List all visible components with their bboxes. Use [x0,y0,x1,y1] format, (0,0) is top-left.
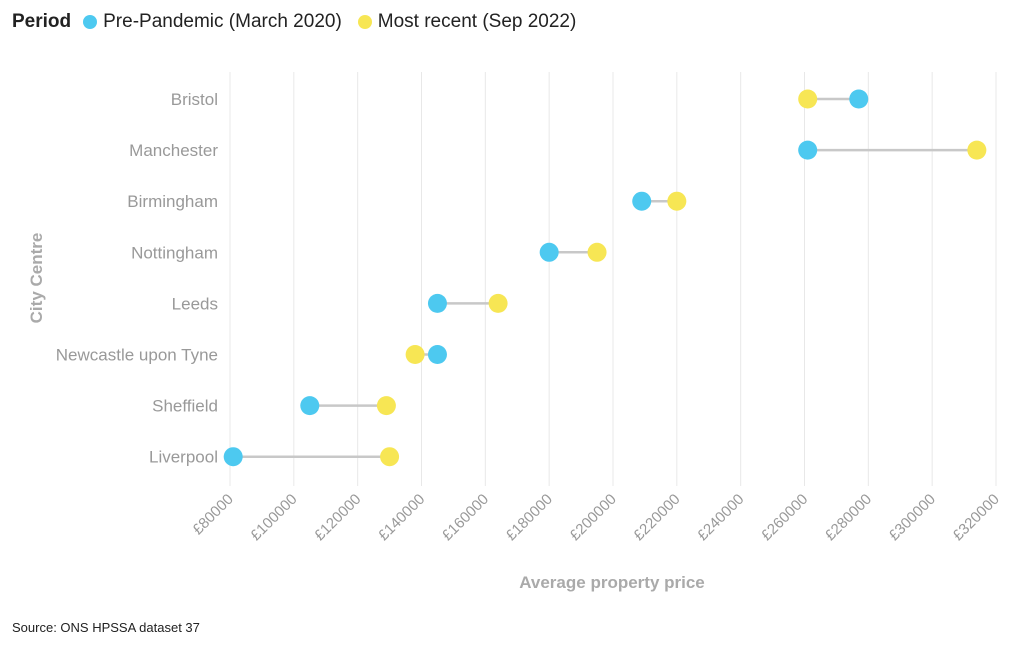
legend-label-pre-pandemic: Pre-Pandemic (March 2020) [103,11,342,32]
x-tick-label-220000: £220000 [630,491,683,544]
point-pre-pandemic-sheffield[interactable] [300,396,320,416]
x-tick-label-280000: £280000 [822,491,875,544]
y-tick-label-newcastle-upon-tyne: Newcastle upon Tyne [56,346,218,365]
legend-item-pre-pandemic[interactable]: Pre-Pandemic (March 2020) [83,11,342,33]
x-tick-label-240000: £240000 [694,491,747,544]
y-tick-label-manchester: Manchester [129,141,218,160]
point-pre-pandemic-leeds[interactable] [427,293,447,313]
x-tick-label-120000: £120000 [311,491,364,544]
point-pre-pandemic-bristol[interactable] [849,89,869,109]
point-most-recent-nottingham[interactable] [587,242,607,262]
y-tick-label-nottingham: Nottingham [131,243,218,262]
legend: Period Pre-Pandemic (March 2020) Most re… [12,8,586,36]
source-note: Source: ONS HPSSA dataset 37 [12,620,200,635]
legend-item-most-recent[interactable]: Most recent (Sep 2022) [357,11,577,33]
legend-swatch-pre-pandemic [83,15,98,29]
y-axis-title: City Centre [27,233,46,324]
point-pre-pandemic-birmingham[interactable] [632,191,652,211]
legend-label-most-recent: Most recent (Sep 2022) [377,11,577,32]
x-tick-label-100000: £100000 [247,491,300,544]
point-most-recent-sheffield[interactable] [376,396,396,416]
y-tick-label-leeds: Leeds [172,294,218,313]
dumbbell-chart: £80000 £100000 £120000 £140000 £160000 £18000… [27,72,1003,592]
x-tick-label-260000: £260000 [758,491,811,544]
point-most-recent-birmingham[interactable] [667,191,687,211]
x-tick-label-140000: £140000 [375,491,428,544]
legend-title: Period [12,11,72,32]
point-pre-pandemic-newcastle-upon-tyne[interactable] [427,345,447,364]
y-tick-label-liverpool: Liverpool [149,448,218,467]
x-axis-title: Average property price [519,573,705,592]
point-most-recent-bristol[interactable] [798,89,818,109]
point-most-recent-liverpool[interactable] [380,447,400,467]
x-tick-label-300000: £300000 [886,491,939,544]
x-tick-label-160000: £160000 [439,491,492,544]
point-pre-pandemic-nottingham[interactable] [539,242,559,262]
legend-swatch-most-recent [357,15,372,29]
y-tick-label-birmingham: Birmingham [127,192,218,211]
x-tick-label-200000: £200000 [567,491,620,544]
point-most-recent-leeds[interactable] [488,293,508,313]
point-pre-pandemic-liverpool[interactable] [223,447,243,467]
point-most-recent-newcastle-upon-tyne[interactable] [405,345,425,364]
point-pre-pandemic-manchester[interactable] [798,140,818,160]
x-tick-label-320000: £320000 [950,491,1003,544]
y-tick-label-sheffield: Sheffield [152,397,218,416]
x-tick-label-80000: £80000 [189,491,236,538]
y-tick-label-bristol: Bristol [171,90,218,109]
x-tick-label-180000: £180000 [503,491,556,544]
point-most-recent-manchester[interactable] [967,140,987,160]
